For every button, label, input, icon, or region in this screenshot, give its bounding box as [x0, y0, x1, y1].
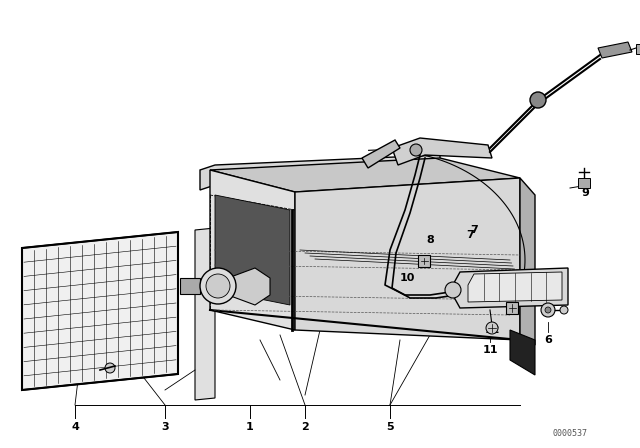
Bar — [418, 255, 430, 267]
Polygon shape — [215, 195, 290, 305]
Circle shape — [486, 322, 498, 334]
Circle shape — [410, 144, 422, 156]
Text: 2: 2 — [301, 422, 309, 432]
Circle shape — [541, 303, 555, 317]
Text: 10: 10 — [399, 273, 415, 283]
Circle shape — [105, 363, 115, 373]
Circle shape — [560, 306, 568, 314]
Polygon shape — [210, 170, 295, 330]
Polygon shape — [450, 268, 568, 308]
Bar — [180, 278, 200, 294]
Circle shape — [530, 92, 546, 108]
Polygon shape — [598, 42, 632, 58]
Polygon shape — [195, 228, 215, 400]
Polygon shape — [392, 138, 492, 165]
Bar — [506, 302, 518, 314]
Polygon shape — [200, 155, 440, 190]
Polygon shape — [210, 158, 520, 192]
Polygon shape — [228, 268, 270, 305]
Text: 1: 1 — [246, 422, 254, 432]
Polygon shape — [22, 232, 178, 390]
Circle shape — [545, 307, 551, 313]
Polygon shape — [295, 178, 520, 340]
Polygon shape — [520, 178, 535, 345]
Text: 3: 3 — [161, 422, 169, 432]
Circle shape — [200, 268, 236, 304]
Text: 12: 12 — [484, 325, 500, 335]
Text: 8: 8 — [426, 235, 434, 245]
Polygon shape — [362, 140, 400, 168]
Text: 7: 7 — [466, 230, 474, 240]
Text: 5: 5 — [386, 422, 394, 432]
Text: 9: 9 — [581, 188, 589, 198]
Text: 0000537: 0000537 — [552, 429, 588, 438]
Polygon shape — [510, 330, 535, 375]
Text: 7: 7 — [470, 225, 477, 235]
Polygon shape — [468, 272, 562, 302]
Circle shape — [206, 274, 230, 298]
Bar — [636, 44, 640, 54]
Text: 4: 4 — [71, 422, 79, 432]
Bar — [578, 178, 590, 188]
Circle shape — [445, 282, 461, 298]
Text: 6: 6 — [544, 335, 552, 345]
Text: 11: 11 — [483, 345, 498, 355]
